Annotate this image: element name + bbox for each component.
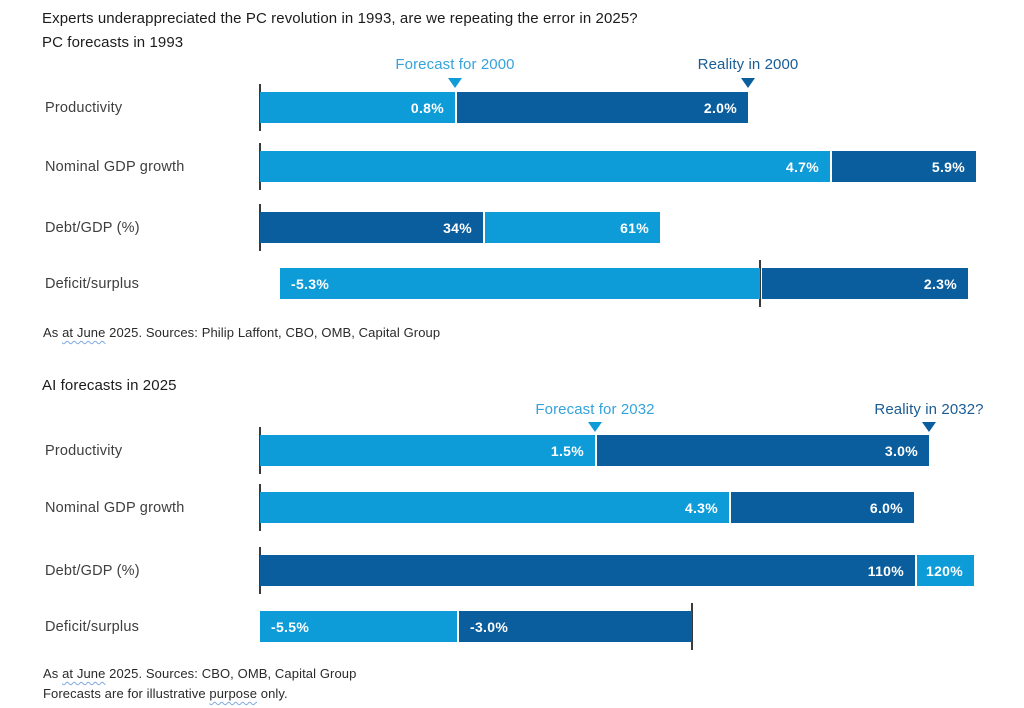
bar-forecast-segment: 4.3% bbox=[260, 492, 729, 523]
bar-reality-segment: 5.9% bbox=[832, 151, 976, 182]
footnote-text: 2025. Sources: Philip Laffont, CBO, OMB,… bbox=[105, 325, 441, 340]
footnote-text: Forecasts are for illustrative bbox=[43, 686, 210, 701]
category-label: Deficit/surplus bbox=[45, 275, 140, 292]
category-label: Debt/GDP (%) bbox=[45, 562, 140, 579]
footnote-wavy-text: purpose bbox=[209, 686, 258, 701]
category-label: Deficit/surplus bbox=[45, 618, 140, 635]
bar-reality-segment: 110% bbox=[260, 555, 915, 586]
bar-forecast-segment: 1.5% bbox=[260, 435, 595, 466]
bar-reality-segment: 2.3% bbox=[762, 268, 968, 299]
category-label: Nominal GDP growth bbox=[45, 499, 185, 516]
category-label: Productivity bbox=[45, 99, 123, 116]
footnote-wavy-text: at June bbox=[62, 666, 106, 681]
footnote-text: 2025. Sources: CBO, OMB, Capital Group bbox=[105, 666, 357, 681]
footnote: As at June 2025. Sources: CBO, OMB, Capi… bbox=[43, 666, 356, 681]
forecast-marker-triangle-icon bbox=[588, 422, 602, 432]
chart-0-heading: PC forecasts in 1993 bbox=[42, 34, 184, 51]
bar-forecast-segment: 61% bbox=[485, 212, 660, 243]
footnote-text: As bbox=[43, 325, 63, 340]
bar-reality-segment: 34% bbox=[260, 212, 483, 243]
bar-reality-segment: -3.0% bbox=[459, 611, 692, 642]
footnote-text: As bbox=[43, 666, 63, 681]
bar-reality-segment: 2.0% bbox=[457, 92, 748, 123]
zero-axis-tick bbox=[691, 603, 693, 650]
legend-reality-label: Reality in 2032? bbox=[874, 401, 984, 418]
legend-forecast-label: Forecast for 2032 bbox=[535, 401, 655, 418]
legend-forecast-label: Forecast for 2000 bbox=[395, 56, 515, 73]
reality-marker-triangle-icon bbox=[741, 78, 755, 88]
forecast-marker-triangle-icon bbox=[448, 78, 462, 88]
zero-axis-tick bbox=[759, 260, 761, 307]
category-label: Debt/GDP (%) bbox=[45, 219, 140, 236]
bar-reality-segment: 6.0% bbox=[731, 492, 914, 523]
footnote: As at June 2025. Sources: Philip Laffont… bbox=[43, 325, 440, 340]
footnote-text: only. bbox=[257, 686, 288, 701]
chart-1-heading: AI forecasts in 2025 bbox=[42, 377, 177, 394]
bar-forecast-segment: 4.7% bbox=[260, 151, 830, 182]
bar-reality-segment: 3.0% bbox=[597, 435, 929, 466]
category-label: Productivity bbox=[45, 442, 123, 459]
category-label: Nominal GDP growth bbox=[45, 158, 185, 175]
bar-forecast-segment: -5.3% bbox=[280, 268, 760, 299]
bar-forecast-segment: -5.5% bbox=[260, 611, 457, 642]
footnote-wavy-text: at June bbox=[62, 325, 106, 340]
bar-forecast-segment: 120% bbox=[917, 555, 974, 586]
page-title: Experts underappreciated the PC revoluti… bbox=[42, 10, 638, 27]
bar-forecast-segment: 0.8% bbox=[260, 92, 455, 123]
legend-reality-label: Reality in 2000 bbox=[697, 56, 799, 73]
footnote: Forecasts are for illustrative purpose o… bbox=[43, 686, 288, 701]
reality-marker-triangle-icon bbox=[922, 422, 936, 432]
